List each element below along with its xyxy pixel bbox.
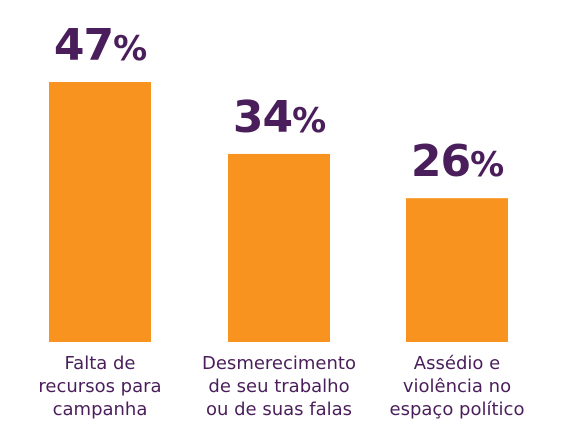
- bar-3: [406, 198, 508, 342]
- bar-value-label-2: 34%: [233, 92, 325, 143]
- category-label-1: Falta de recursos para campanha: [38, 353, 161, 420]
- bars-layer: [49, 82, 508, 342]
- bar-value-label-1: 47%: [54, 20, 146, 71]
- category-labels-layer: Falta de recursos para campanha Desmerecime…: [38, 353, 524, 420]
- bar-2: [228, 153, 330, 342]
- category-label-3: Assédio e violência no espaço político: [390, 353, 525, 420]
- value-labels-layer: 47% 34% 26%: [54, 20, 504, 187]
- category-label-2: Desmerecimento de seu trabalho ou de suas …: [202, 353, 356, 420]
- bar-1: [49, 82, 151, 342]
- bar-value-label-3: 26%: [411, 136, 503, 187]
